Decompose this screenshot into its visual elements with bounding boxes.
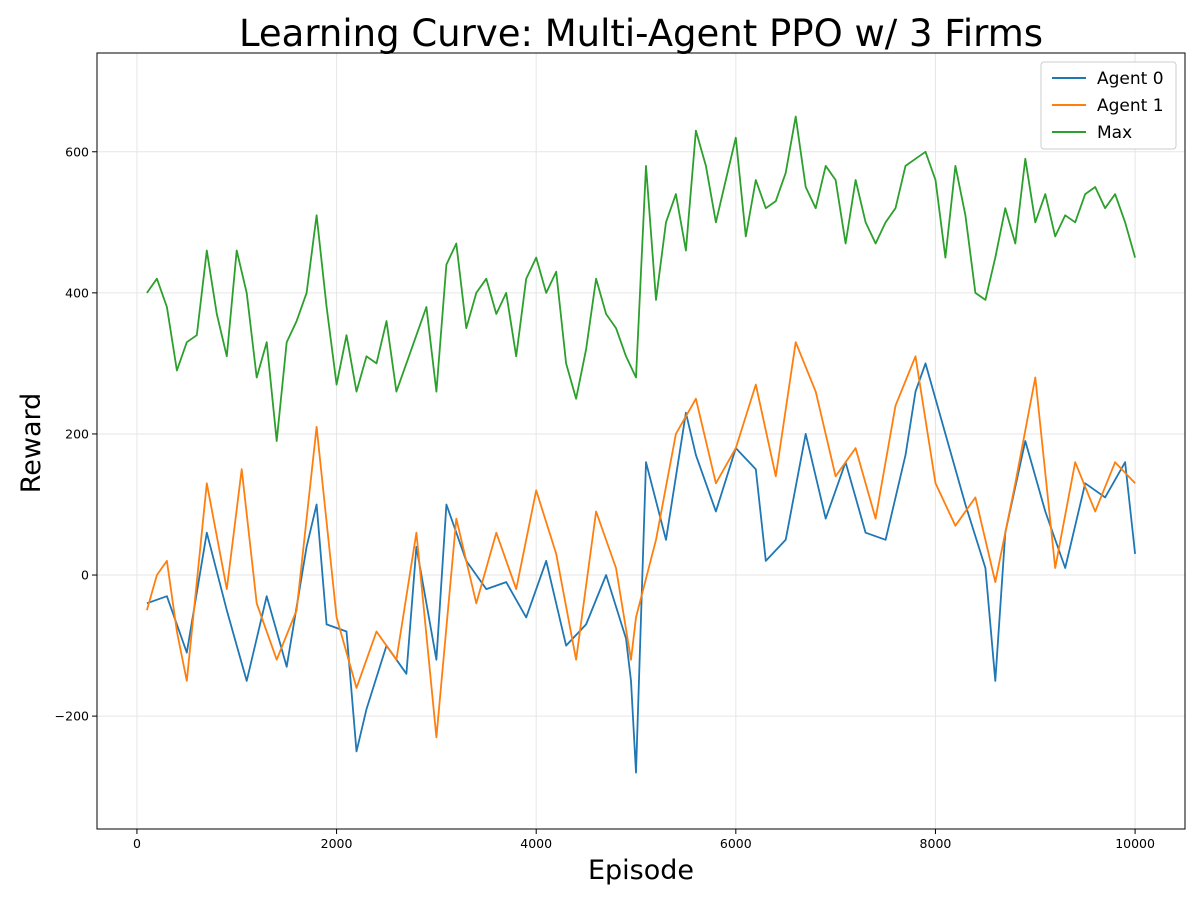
chart-legend: Agent 0 Agent 1 Max [1040,61,1177,150]
series-line-1 [146,341,1136,739]
series-lines [146,115,1136,774]
series-line-2 [146,115,1136,442]
y-tick-label: 200 [65,426,89,441]
legend-label: Max [1097,123,1132,143]
y-tick-label: 600 [65,144,89,159]
x-tick-label: 2000 [321,836,353,851]
x-tick-label: 0 [133,836,141,851]
chart-title: Learning Curve: Multi-Agent PPO w/ 3 Fir… [239,12,1043,55]
legend-label: Agent 1 [1097,96,1164,116]
legend-box [1040,61,1177,150]
y-axis-title: Reward [16,393,47,494]
y-axis-ticks: −200 0 200 400 600 [55,144,97,724]
grid-lines [97,53,1185,829]
series-line-0 [146,362,1136,774]
x-axis-ticks: 0 2000 4000 6000 8000 10000 [133,829,1155,851]
y-tick-label: 0 [81,568,89,583]
x-axis-title: Episode [588,855,694,886]
y-tick-label: −200 [55,709,89,724]
y-tick-label: 400 [65,285,89,300]
x-tick-label: 6000 [720,836,752,851]
x-tick-label: 10000 [1115,836,1155,851]
plot-area-frame [96,52,1186,830]
legend-label: Agent 0 [1097,69,1164,89]
x-tick-label: 8000 [920,836,952,851]
x-tick-label: 4000 [520,836,552,851]
